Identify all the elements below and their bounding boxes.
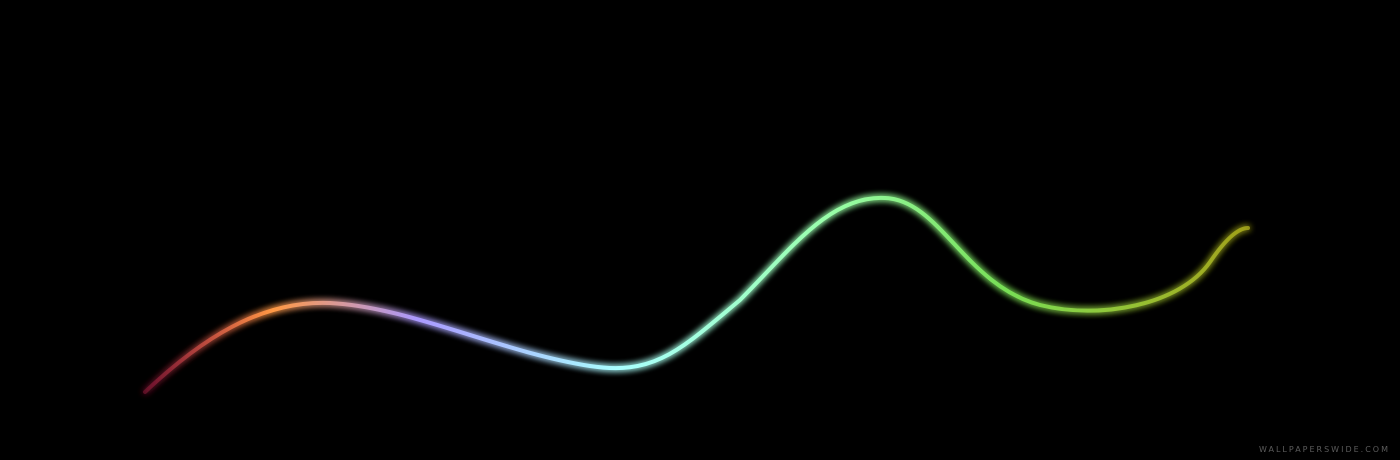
glowing-curve	[143, 195, 1250, 394]
watermark-text: WALLPAPERSWIDE.COM	[1259, 445, 1390, 454]
